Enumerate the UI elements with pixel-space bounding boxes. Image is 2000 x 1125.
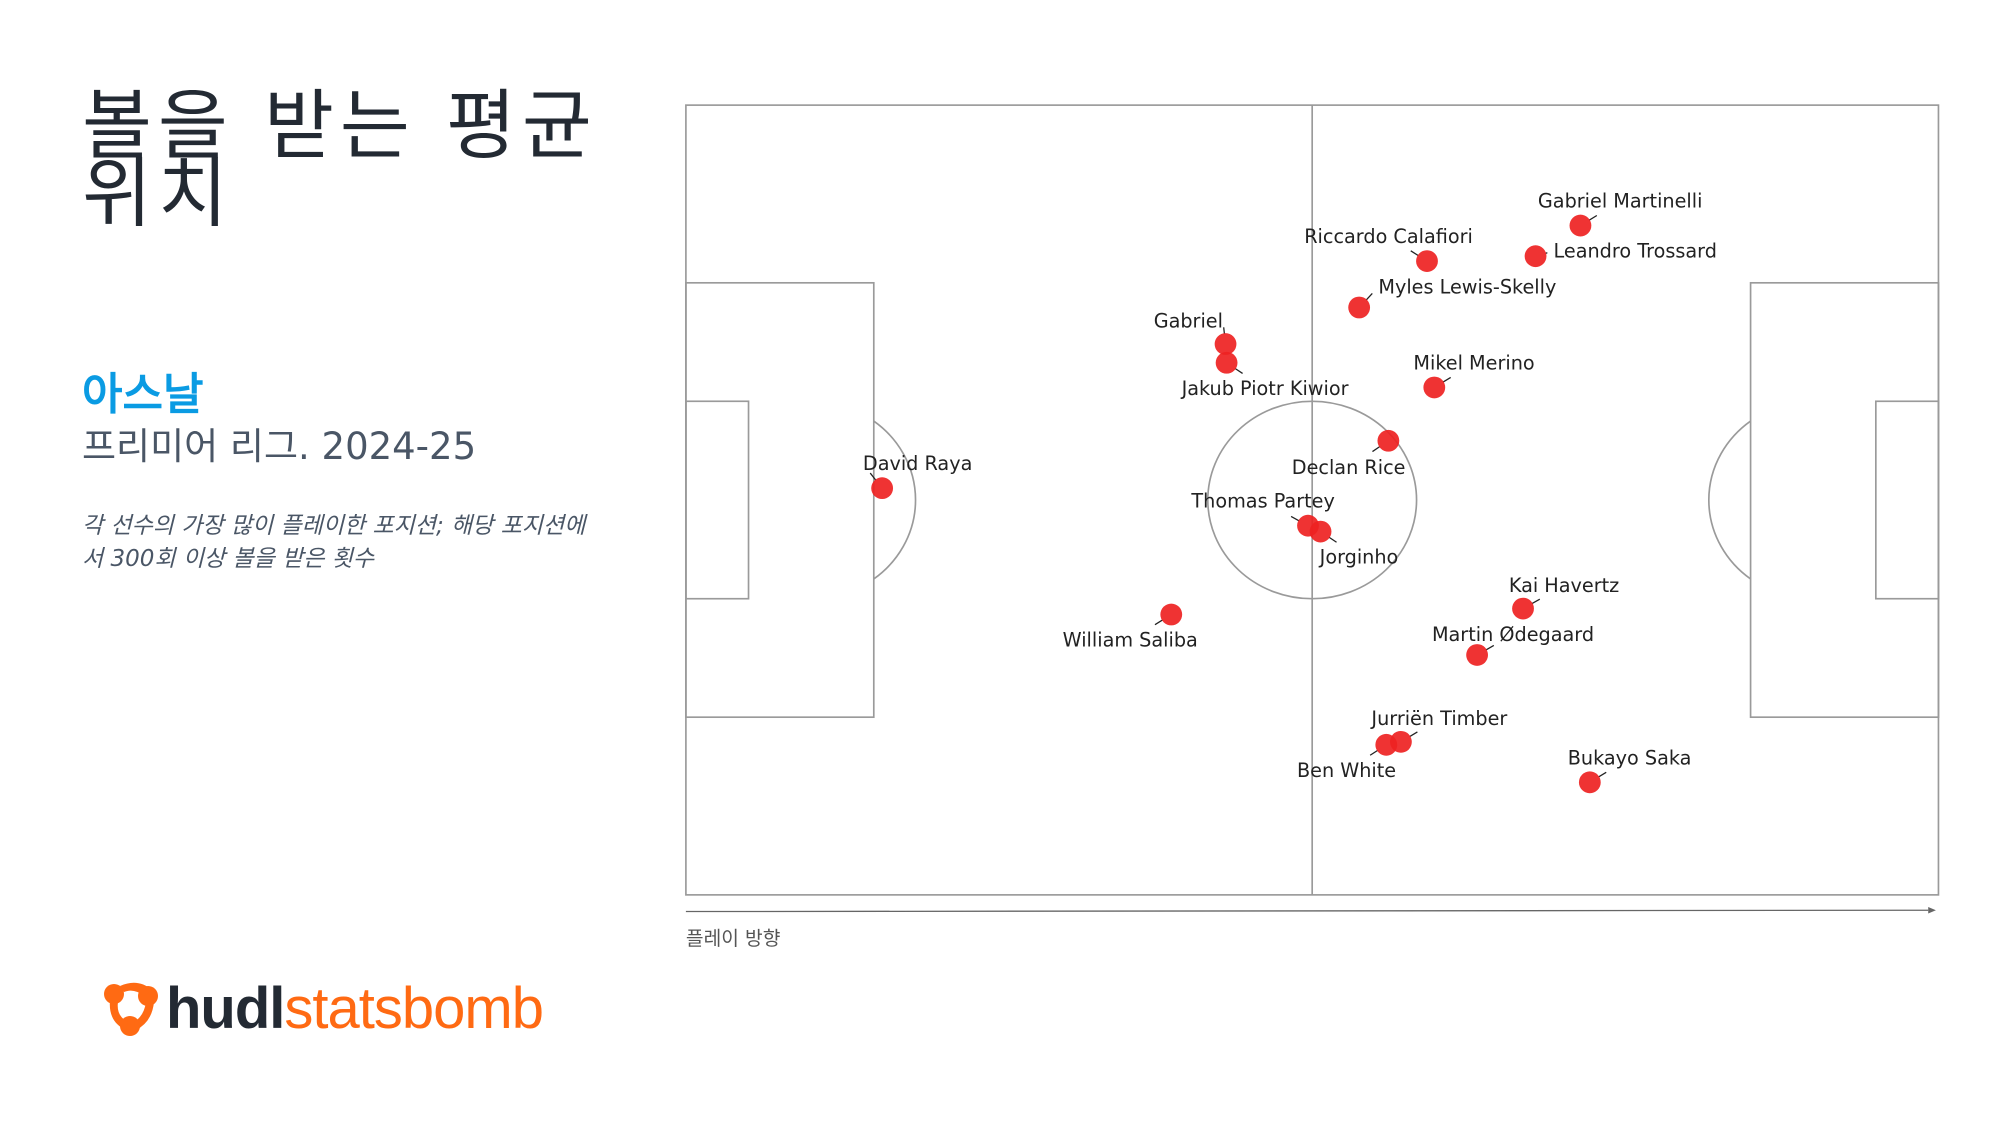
- label-leader-line: [1372, 445, 1381, 453]
- player-label: Myles Lewis-Skelly: [1378, 275, 1556, 298]
- player-label: Bukayo Saka: [1568, 746, 1692, 769]
- left-penalty-box: [685, 281, 875, 719]
- player-label: Riccardo Calafiori: [1304, 225, 1473, 248]
- player-marker: [1214, 333, 1237, 355]
- label-leader-line: [1442, 376, 1452, 383]
- right-penalty-arc: [1708, 420, 1752, 580]
- player-label: Leandro Trossard: [1554, 239, 1717, 262]
- competition-label: 프리미어 리그. 2024-25: [82, 425, 477, 468]
- label-leader-line: [1410, 250, 1419, 257]
- player-marker: [1569, 214, 1592, 237]
- left-penalty-arc: [873, 420, 917, 580]
- player-label: Jurriën Timber: [1370, 707, 1507, 730]
- player-marker: [1160, 603, 1183, 626]
- player-label: Gabriel: [1154, 309, 1223, 332]
- label-leader-line: [1598, 771, 1607, 778]
- label-leader-line: [1290, 515, 1300, 522]
- player-label: Thomas Partey: [1190, 490, 1334, 513]
- player-label: Declan Rice: [1292, 456, 1406, 479]
- label-leader-line: [1328, 536, 1337, 543]
- logo-text-statsbomb: statsbomb: [284, 975, 544, 1041]
- play-direction-arrow: [685, 907, 1936, 914]
- label-leader-line: [1409, 731, 1418, 738]
- team-name: 아스날: [82, 369, 204, 420]
- play-direction-label: 플레이 방향: [686, 927, 781, 950]
- label-leader-line: [1223, 327, 1226, 334]
- player-marker: [1466, 644, 1488, 666]
- player-marker: [871, 477, 894, 500]
- label-leader-line: [1365, 293, 1373, 301]
- player-label: Jorginho: [1319, 546, 1399, 569]
- label-leader-line: [1234, 367, 1243, 374]
- player-label: Gabriel Martinelli: [1538, 190, 1703, 213]
- label-leader-line: [1531, 598, 1541, 605]
- player-marker: [1423, 376, 1446, 399]
- player-marker: [1524, 245, 1547, 268]
- label-leader-line: [1369, 749, 1379, 756]
- player-marker: [1377, 429, 1400, 452]
- player-marker: [1215, 351, 1238, 374]
- hudl-logo-icon: [104, 982, 158, 1036]
- player-marker: [1416, 250, 1438, 272]
- player-marker: [1309, 520, 1332, 543]
- label-leader-line: [1485, 644, 1495, 651]
- page-title: 볼을 받는 평균 위치: [82, 81, 598, 238]
- player-marker: [1375, 733, 1398, 756]
- left-six-yard-box: [685, 400, 750, 600]
- player-marker: [1348, 296, 1371, 319]
- right-six-yard-box: [1875, 400, 1940, 600]
- player-marker: [1512, 597, 1534, 620]
- player-label: David Raya: [863, 452, 972, 475]
- label-leader-line: [869, 472, 877, 481]
- player-label: William Saliba: [1063, 629, 1198, 652]
- pitch-lines: [685, 104, 1940, 896]
- label-leader-line: [1588, 214, 1598, 221]
- chart-note: 각 선수의 가장 많이 플레이한 포지션; 해당 포지션에서 300회 이상 볼…: [82, 513, 586, 572]
- right-penalty-box: [1749, 281, 1940, 719]
- player-label: Martin Ødegaard: [1432, 623, 1594, 646]
- player-label: Ben White: [1297, 759, 1396, 782]
- center-circle: [1206, 400, 1418, 600]
- logo-text-hudl: hudl: [166, 975, 285, 1041]
- hudl-statsbomb-logo: hudl statsbomb: [102, 975, 544, 1041]
- player-label: Kai Havertz: [1509, 574, 1619, 597]
- player-marker: [1578, 771, 1601, 794]
- player-label: Jakub Piotr Kiwior: [1181, 377, 1349, 400]
- label-leader-line: [1154, 619, 1163, 626]
- player-label: Mikel Merino: [1413, 352, 1534, 375]
